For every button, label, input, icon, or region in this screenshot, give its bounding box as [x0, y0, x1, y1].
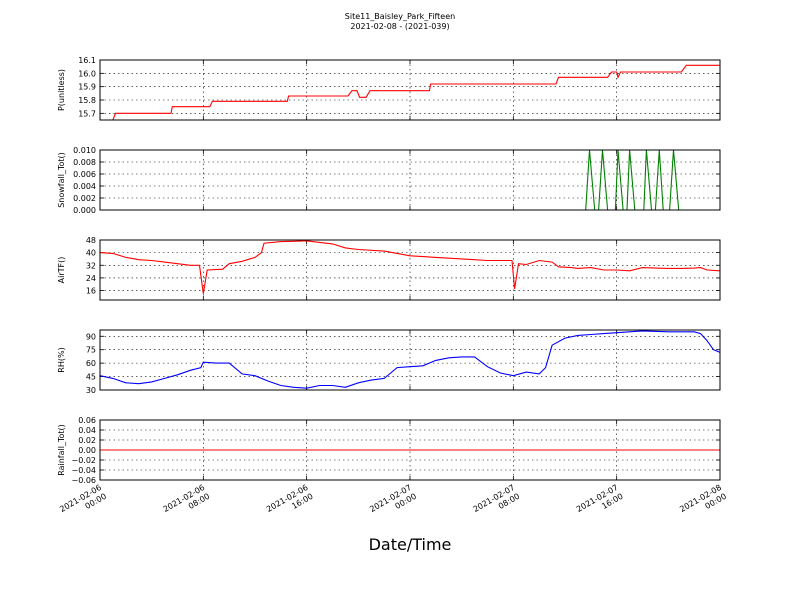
chart-subtitle: 2021-02-08 - (2021-039) — [350, 22, 449, 31]
x-tick-label: 2021-02-0608:00 — [162, 483, 212, 523]
y-tick-label: 0.00 — [78, 446, 96, 455]
y-axis-label: Rainfall_Tot() — [57, 424, 66, 476]
y-tick-label: 0.02 — [78, 436, 96, 445]
chart-title: Site11_Baisley_Park_Fifteen — [345, 12, 455, 21]
y-tick-label: 0.004 — [73, 182, 96, 191]
y-tick-label: 0.010 — [73, 146, 96, 155]
y-tick-label: 15.7 — [78, 109, 96, 118]
y-tick-label: −0.06 — [71, 476, 96, 485]
y-tick-label: 40 — [86, 249, 96, 258]
y-tick-label: 0.04 — [78, 426, 96, 435]
y-axis-label: P(unitless) — [57, 69, 66, 111]
x-tick-label: 2021-02-0716:00 — [575, 483, 625, 523]
axes-frame — [99, 149, 721, 211]
y-tick-label: 0.006 — [73, 170, 96, 179]
x-axis-label: Date/Time — [369, 535, 452, 554]
x-tick-label: 2021-02-0708:00 — [472, 483, 522, 523]
y-tick-label: 90 — [86, 332, 96, 341]
axes-frame — [99, 59, 721, 121]
y-tick-label: 0.002 — [73, 194, 96, 203]
x-tick-label: 2021-02-0600:00 — [58, 483, 108, 523]
panel-rh: 30 45 60 75 90 RH(%) — [57, 329, 721, 395]
axes-frame — [99, 329, 721, 391]
y-tick-label: 32 — [86, 261, 96, 270]
x-tick-label: 2021-02-0700:00 — [368, 483, 418, 523]
series-line-p — [100, 64, 720, 121]
panels: 15.715.815.916.016.1P(unitless)0.0000.00… — [57, 56, 721, 485]
y-tick-label: 16.1 — [78, 56, 96, 65]
axes-frame — [99, 239, 721, 301]
y-tick-label: −0.04 — [71, 466, 96, 475]
y-axis-label: AirTF() — [57, 257, 66, 284]
x-axis-ticks: 2021-02-0600:00 2021-02-0608:00 2021-02-06… — [58, 483, 728, 523]
series-line-airt — [99, 240, 721, 294]
y-tick-label: 24 — [86, 274, 96, 283]
y-tick-label: 0.000 — [73, 206, 96, 215]
x-tick-label: 2021-02-0616:00 — [265, 483, 315, 523]
y-tick-label: 48 — [86, 236, 96, 245]
y-tick-label: 60 — [86, 359, 96, 368]
y-tick-label: 45 — [86, 373, 96, 382]
y-tick-label: 15.9 — [78, 83, 96, 92]
y-tick-label: 16.0 — [78, 69, 96, 78]
y-tick-label: 15.8 — [78, 96, 96, 105]
axes-frame — [99, 419, 721, 481]
panel-p: 15.7 15.8 15.9 16.0 16.1 P(unitless) — [57, 56, 721, 121]
panel-snowfall: 0.000 0.002 0.004 0.006 0.008 0.010 Snowfall_T… — [57, 146, 721, 215]
panel-rainfall: −0.06−0.04−0.020.000.020.040.06 Rainfall_… — [57, 416, 721, 485]
panel-airt: 16 24 32 40 48 AirTF() — [57, 236, 721, 301]
y-tick-label: 16 — [86, 287, 96, 296]
y-tick-label: 0.06 — [78, 416, 96, 425]
y-tick-label: 75 — [86, 346, 96, 355]
y-tick-label: 0.008 — [73, 158, 96, 167]
y-axis-label: Snowfall_Tot() — [57, 152, 66, 208]
x-tick-label: 2021-02-0800:00 — [678, 483, 728, 523]
series-line-rh — [99, 330, 721, 389]
y-tick-label: −0.02 — [71, 456, 96, 465]
y-tick-label: 30 — [86, 386, 96, 395]
y-axis-label: RH(%) — [57, 347, 66, 372]
